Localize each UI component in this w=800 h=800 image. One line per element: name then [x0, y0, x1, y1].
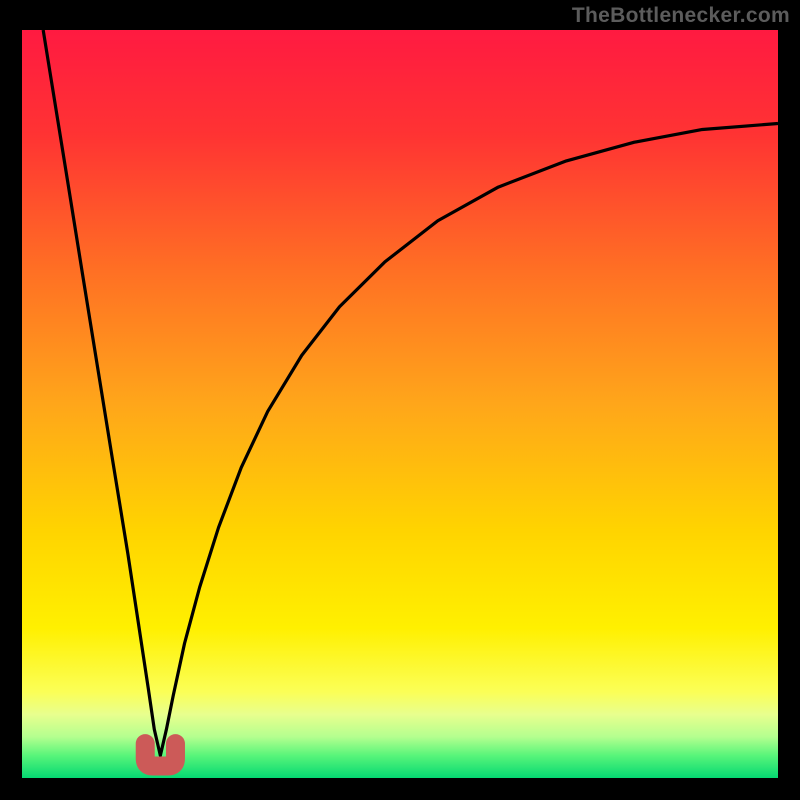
watermark-text: TheBottlenecker.com	[572, 4, 790, 28]
bottleneck-chart	[0, 0, 800, 800]
gradient-background	[22, 30, 778, 778]
